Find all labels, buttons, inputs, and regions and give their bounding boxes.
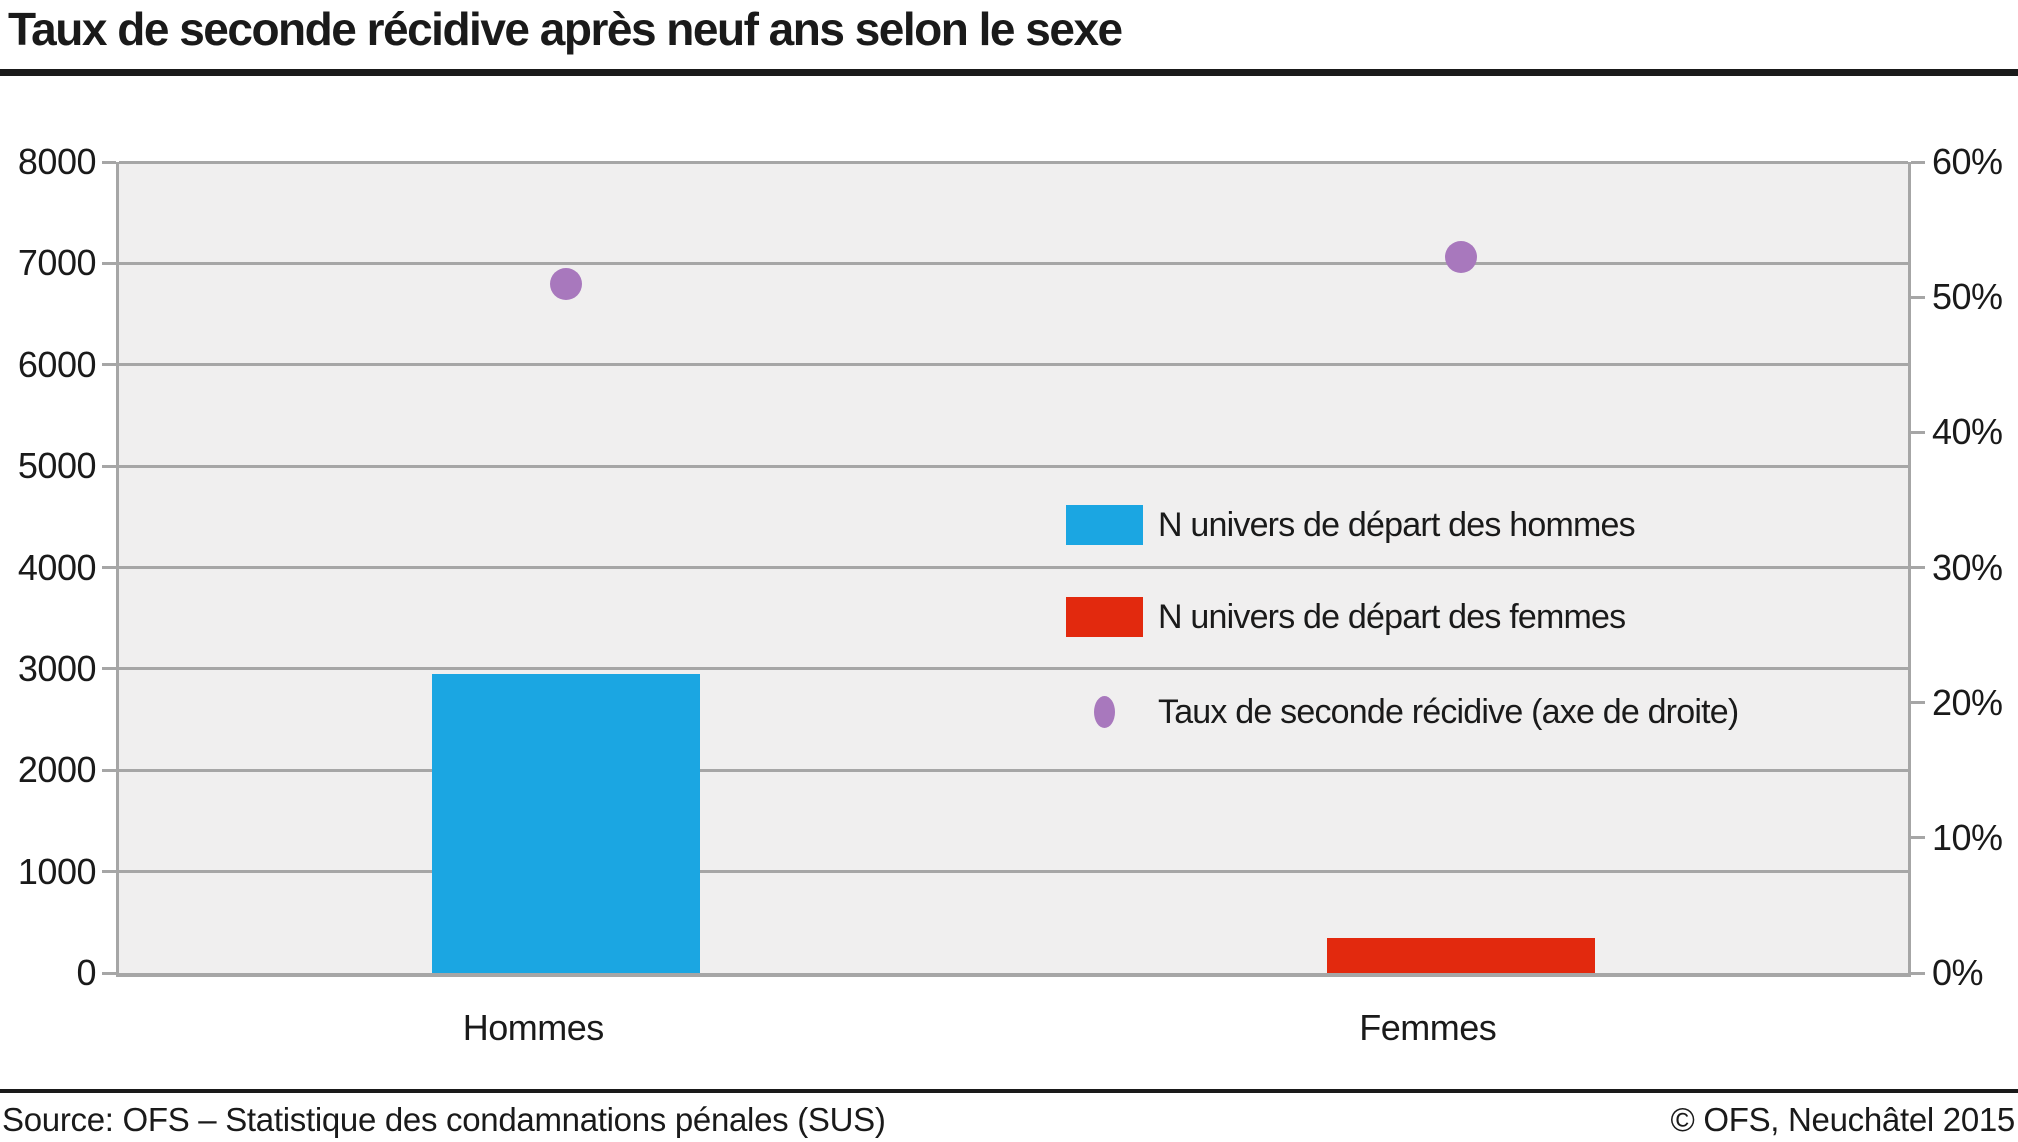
left-tick-mark — [102, 566, 116, 569]
left-tick-mark — [102, 464, 116, 468]
dot-femmes — [1444, 240, 1477, 273]
right-axis-tick-label: 10% — [1932, 816, 2003, 858]
right-axis-tick-label: 30% — [1932, 546, 2003, 588]
gridline-3000 — [119, 667, 1908, 671]
left-axis-tick-label: 0 — [76, 952, 96, 993]
right-axis-tick-label: 40% — [1932, 411, 2003, 453]
left-axis-tick-label: 8000 — [17, 141, 97, 182]
right-tick-mark — [1911, 971, 1925, 975]
legend-row-3: Taux de seconde récidive (axe de droite) — [1066, 692, 1739, 732]
gridline-5000 — [119, 464, 1908, 468]
legend-swatch-bar_femmes — [1066, 597, 1143, 637]
left-axis-line — [116, 162, 119, 977]
gridline-8000 — [119, 160, 1908, 164]
right-tick-mark — [1911, 836, 1925, 840]
chart-title: Taux de seconde récidive après neuf ans … — [8, 3, 1123, 55]
legend-swatch-bar_hommes — [1066, 505, 1143, 545]
gridline-7000 — [119, 261, 1908, 265]
left-axis-tick-label: 3000 — [17, 647, 97, 689]
left-tick-mark — [102, 160, 116, 164]
gridline-1000 — [119, 870, 1908, 874]
legend-key — [1066, 692, 1143, 732]
right-tick-mark — [1911, 430, 1925, 434]
right-axis-tick-label: 50% — [1932, 276, 2003, 318]
plot-area — [119, 160, 1908, 973]
left-axis-tick-label: 5000 — [17, 445, 97, 487]
x-axis-label-hommes: Hommes — [462, 1007, 605, 1048]
gridline-2000 — [119, 768, 1908, 772]
left-tick-mark — [102, 363, 116, 367]
x-axis-label-femmes: Femmes — [1359, 1007, 1497, 1048]
left-tick-mark — [102, 261, 116, 265]
gridline-4000 — [119, 566, 1908, 569]
source-note: Source: OFS – Statistique des condamnati… — [2, 1101, 886, 1138]
right-axis-tick-label: 20% — [1932, 681, 2003, 723]
left-axis-tick-label: 7000 — [17, 242, 97, 284]
title-divider-rule — [0, 69, 2018, 76]
bar-hommes — [432, 673, 701, 973]
right-tick-mark — [1911, 566, 1925, 569]
legend-label: Taux de seconde récidive (axe de droite) — [1158, 693, 1739, 731]
legend-row-2: N univers de départ des femmes — [1066, 597, 1626, 637]
bar-femmes — [1326, 937, 1595, 973]
left-tick-mark — [102, 667, 116, 671]
left-axis-tick-label: 6000 — [17, 343, 97, 385]
legend-row-1: N univers de départ des hommes — [1066, 505, 1636, 545]
footer-divider-rule — [0, 1089, 2018, 1093]
legend-marker-dot_taux — [1094, 696, 1115, 728]
left-tick-mark — [102, 768, 116, 772]
left-tick-mark — [102, 971, 116, 975]
right-tick-mark — [1911, 295, 1925, 299]
left-axis-tick-label: 4000 — [17, 546, 97, 588]
right-axis-line — [1908, 162, 1911, 977]
right-axis-tick-label: 0% — [1932, 952, 1984, 993]
left-axis-tick-label: 2000 — [17, 749, 97, 791]
legend-label: N univers de départ des femmes — [1158, 598, 1626, 636]
left-axis-tick-label: 1000 — [17, 850, 97, 892]
copyright-note: © OFS, Neuchâtel 2015 — [1670, 1101, 2015, 1138]
right-axis-tick-label: 60% — [1932, 141, 2003, 182]
x-axis-line — [116, 973, 1911, 977]
legend-key — [1066, 505, 1143, 545]
gridline-6000 — [119, 363, 1908, 367]
left-tick-mark — [102, 870, 116, 874]
right-tick-mark — [1911, 160, 1925, 164]
dot-hommes — [550, 267, 583, 300]
right-tick-mark — [1911, 701, 1925, 705]
legend-key — [1066, 597, 1143, 637]
legend-label: N univers de départ des hommes — [1158, 506, 1636, 544]
